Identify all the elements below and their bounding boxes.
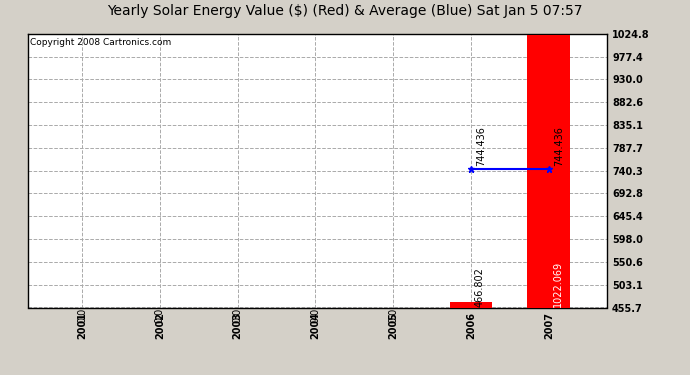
Text: 0.0: 0.0 xyxy=(388,308,398,323)
Text: 744.436: 744.436 xyxy=(477,126,486,166)
Text: 466.802: 466.802 xyxy=(475,267,485,306)
Text: 0.0: 0.0 xyxy=(155,308,165,323)
Text: 0.0: 0.0 xyxy=(310,308,320,323)
Text: 0.0: 0.0 xyxy=(77,308,87,323)
Text: 0.0: 0.0 xyxy=(233,308,243,323)
Text: 744.436: 744.436 xyxy=(554,126,564,166)
Bar xyxy=(450,302,493,307)
Text: Copyright 2008 Cartronics.com: Copyright 2008 Cartronics.com xyxy=(30,38,172,47)
Text: 1022.069: 1022.069 xyxy=(553,260,563,306)
Bar xyxy=(527,35,570,308)
Text: Yearly Solar Energy Value ($) (Red) & Average (Blue) Sat Jan 5 07:57: Yearly Solar Energy Value ($) (Red) & Av… xyxy=(107,4,583,18)
